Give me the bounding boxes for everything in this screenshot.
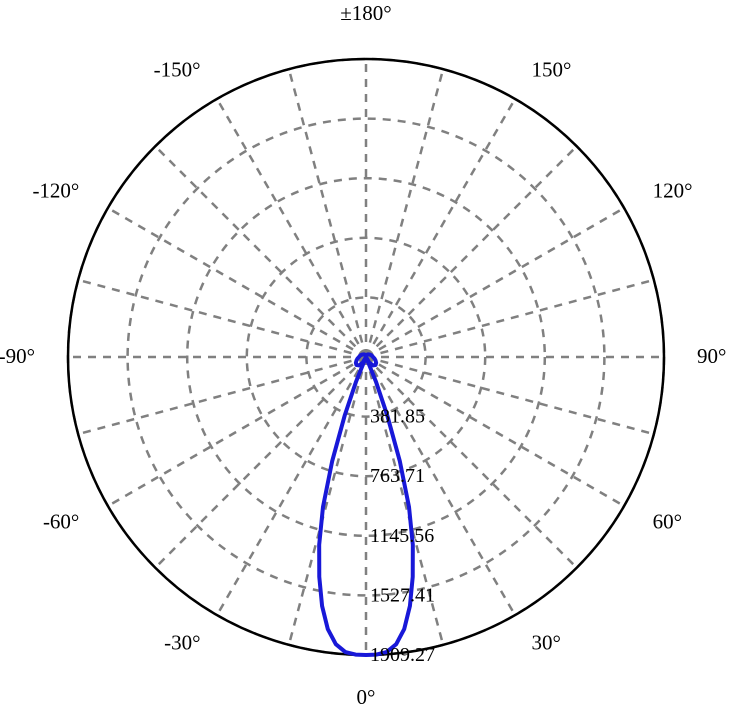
angle-label: -30° [164,631,200,655]
radial-label: 763.71 [370,465,425,487]
angle-label: ±180° [340,1,391,25]
polar-chart-svg: 0° 30° 60° 90° 120° 150° ±180° -150° -120° -90° -6… [0,0,733,715]
angle-label: 60° [653,510,682,534]
angle-label: 30° [532,631,561,655]
angle-label: 90° [697,344,726,368]
angle-label: 150° [532,57,572,81]
angle-label: -90° [0,344,35,368]
radial-label: 1145.56 [370,525,434,547]
angle-label: -60° [43,510,79,534]
angle-label: -120° [32,179,79,203]
radial-label: 1909.27 [370,644,435,666]
angle-label: -150° [154,57,201,81]
polar-chart: 0° 30° 60° 90° 120° 150° ±180° -150° -120° -90° -6… [0,0,733,715]
angle-label: 120° [653,179,693,203]
angle-label: 0° [357,685,376,709]
radial-label: 381.85 [370,406,425,428]
radial-label: 1527.41 [370,584,435,606]
